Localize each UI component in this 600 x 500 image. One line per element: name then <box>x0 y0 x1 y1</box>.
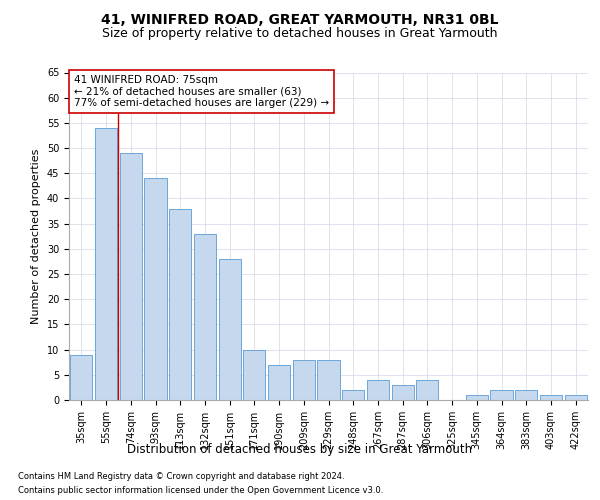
Bar <box>145 178 167 400</box>
Y-axis label: Number of detached properties: Number of detached properties <box>31 148 41 324</box>
Bar <box>119 153 142 400</box>
Bar <box>243 350 265 400</box>
Text: Size of property relative to detached houses in Great Yarmouth: Size of property relative to detached ho… <box>102 28 498 40</box>
Bar <box>317 360 340 400</box>
Bar <box>70 354 92 400</box>
Bar <box>466 395 488 400</box>
Text: Contains public sector information licensed under the Open Government Licence v3: Contains public sector information licen… <box>18 486 383 495</box>
Bar <box>515 390 538 400</box>
Bar <box>565 395 587 400</box>
Bar <box>367 380 389 400</box>
Bar <box>293 360 315 400</box>
Text: Contains HM Land Registry data © Crown copyright and database right 2024.: Contains HM Land Registry data © Crown c… <box>18 472 344 481</box>
Text: 41 WINIFRED ROAD: 75sqm
← 21% of detached houses are smaller (63)
77% of semi-de: 41 WINIFRED ROAD: 75sqm ← 21% of detache… <box>74 75 329 108</box>
Bar <box>95 128 117 400</box>
Bar <box>540 395 562 400</box>
Bar <box>392 385 414 400</box>
Bar <box>194 234 216 400</box>
Bar <box>268 364 290 400</box>
Text: Distribution of detached houses by size in Great Yarmouth: Distribution of detached houses by size … <box>127 442 473 456</box>
Bar <box>490 390 512 400</box>
Bar <box>169 208 191 400</box>
Bar <box>218 259 241 400</box>
Bar <box>342 390 364 400</box>
Text: 41, WINIFRED ROAD, GREAT YARMOUTH, NR31 0BL: 41, WINIFRED ROAD, GREAT YARMOUTH, NR31 … <box>101 12 499 26</box>
Bar <box>416 380 439 400</box>
